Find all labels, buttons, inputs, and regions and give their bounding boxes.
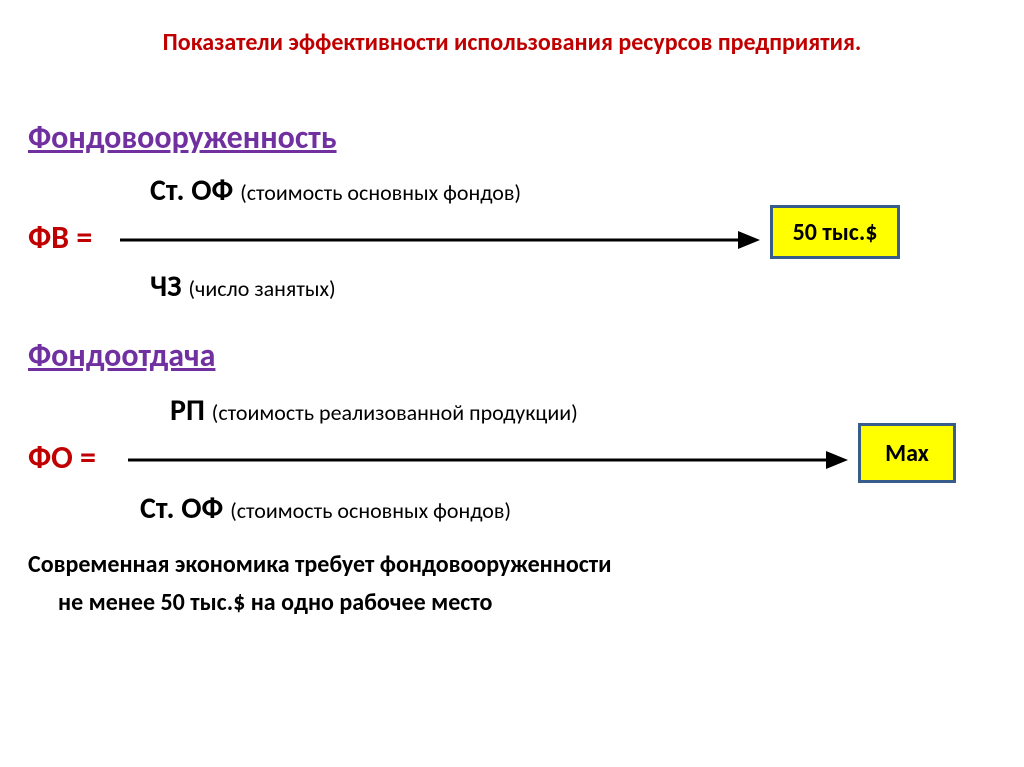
section1-denominator-paren: (число занятых) xyxy=(188,275,335,302)
section2-denominator-term: Ст. ОФ xyxy=(140,490,223,527)
section2-result-box: Max xyxy=(858,423,956,483)
section2-numerator-paren: (стоимость реализованной продукции) xyxy=(212,399,578,426)
footer-line-1: Современная экономика требует фондовоору… xyxy=(28,550,612,579)
section1-denominator-term: ЧЗ xyxy=(150,268,182,305)
section1-numerator: Ст. ОФ (стоимость основных фондов) xyxy=(150,172,521,209)
section1-arrow xyxy=(120,228,760,252)
section1-denominator: ЧЗ (число занятых) xyxy=(150,268,336,305)
section2-arrow-line xyxy=(128,459,830,462)
section2-lhs: ФО = xyxy=(28,438,96,477)
section1-arrow-head xyxy=(738,231,760,249)
section1-numerator-term: Ст. ОФ xyxy=(150,172,233,209)
slide-title: Показатели эффективности использования р… xyxy=(0,28,1024,57)
section1-result-box: 50 тыс.$ xyxy=(770,205,900,259)
section1-numerator-paren: (стоимость основных фондов) xyxy=(240,179,521,206)
section2-arrow-head xyxy=(826,451,848,469)
section1-lhs: ФВ = xyxy=(28,218,92,257)
section2-numerator-term: РП xyxy=(170,392,205,429)
section1-heading: Фондовооруженность xyxy=(28,118,337,157)
section2-heading: Фондоотдача xyxy=(28,336,215,375)
section2-numerator: РП (стоимость реализованной продукции) xyxy=(170,392,578,429)
section2-denominator-paren: (стоимость основных фондов) xyxy=(230,497,511,524)
section2-arrow xyxy=(128,448,848,472)
footer-line-2: не менее 50 тыс.$ на одно рабочее место xyxy=(58,588,492,617)
section1-arrow-line xyxy=(120,239,742,242)
slide: Показатели эффективности использования р… xyxy=(0,0,1024,767)
section2-denominator: Ст. ОФ (стоимость основных фондов) xyxy=(140,490,511,527)
